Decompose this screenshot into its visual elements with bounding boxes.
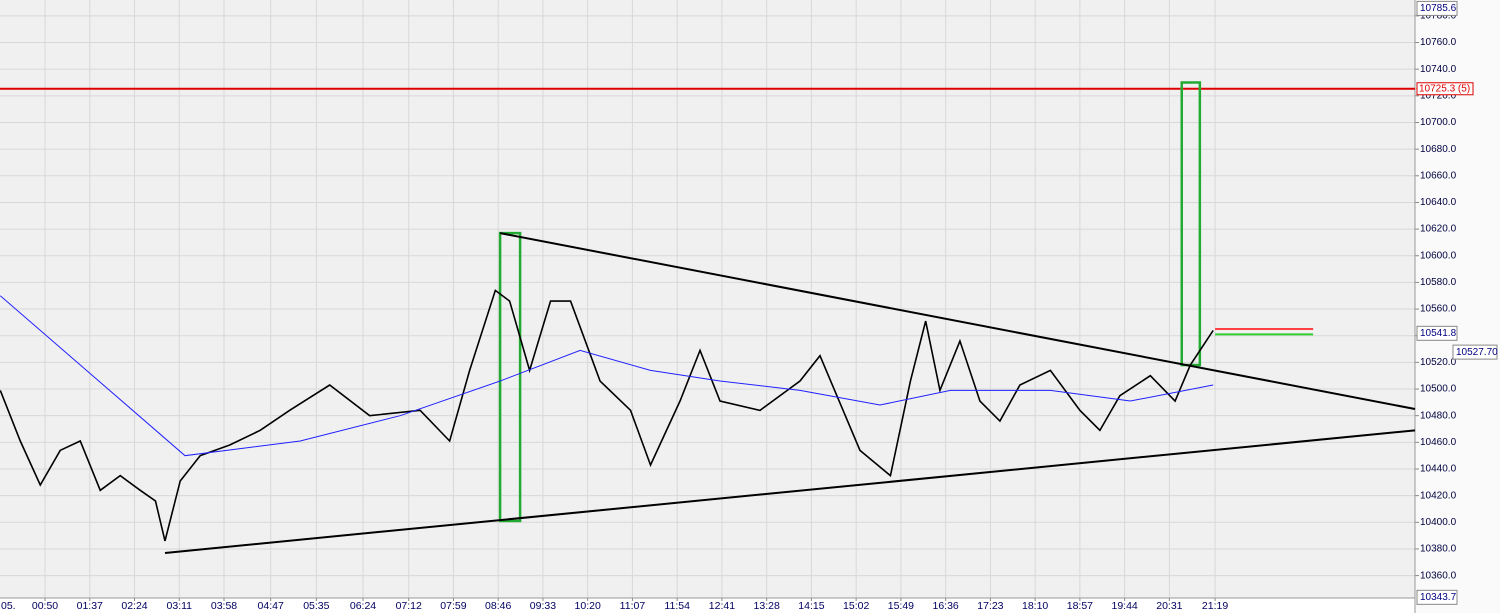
y-tick-label: 10660.0: [1420, 170, 1457, 181]
y-tick-label: 10700.0: [1420, 117, 1457, 128]
y-tick-label: 10400.0: [1420, 517, 1457, 528]
x-tick-label: 04:47: [258, 600, 284, 612]
x-tick-label: 09:33: [530, 600, 556, 612]
x-tick-label: 00:50: [32, 600, 58, 612]
x-tick-label: 05:35: [303, 600, 329, 612]
trendline: [499, 232, 1416, 411]
x-tick-label: 06:24: [350, 600, 376, 612]
y-tick-label: 10380.0: [1420, 544, 1457, 555]
y-tick-label: 10460.0: [1420, 437, 1457, 448]
x-tick-label: 11:54: [664, 600, 690, 612]
y-tick-label: 10580.0: [1420, 277, 1457, 288]
y-tick-label: 10440.0: [1420, 464, 1457, 475]
x-tick-label: 18:57: [1067, 600, 1093, 612]
level-box: [1416, 82, 1474, 96]
x-tick-label: 18:10: [1022, 600, 1048, 612]
y-tick-label: 10680.0: [1420, 144, 1457, 155]
y-tick-label: 10520.0: [1420, 357, 1457, 368]
trendline: [164, 429, 1416, 554]
y-tick-label: 10640.0: [1420, 197, 1457, 208]
x-tick-label: 20:31: [1156, 600, 1182, 612]
x-tick-label: 16:36: [933, 600, 959, 612]
x-tick-label: 19:44: [1111, 600, 1137, 612]
x-tick-label: 07:12: [396, 600, 422, 612]
y-tick-label: 10740.0: [1420, 64, 1457, 75]
y-tick-label: 10620.0: [1420, 224, 1457, 235]
y-tick-label: 10420.0: [1420, 490, 1457, 501]
y-tick-label: 10720.0: [1420, 90, 1457, 101]
price-marker-box: [1416, 589, 1458, 605]
price-marker-label: 10527.70: [1456, 347, 1498, 358]
price-marker-box: [1452, 344, 1498, 360]
price-marker-label: 10785.6: [1420, 3, 1457, 14]
x-tick-label: 13:28: [754, 600, 780, 612]
x-tick-label: 03:11: [167, 600, 193, 612]
y-tick-label: 10480.0: [1420, 410, 1457, 421]
y-tick-label: 10360.0: [1420, 570, 1457, 581]
date-label: 05.: [1, 600, 16, 612]
x-tick-label: 11:07: [620, 600, 646, 612]
price-marker-box: [1416, 0, 1458, 16]
x-tick-label: 21:19: [1202, 600, 1228, 612]
x-tick-label: 02:24: [121, 600, 147, 612]
x-tick-label: 07:59: [440, 600, 466, 612]
x-tick-label: 08:46: [485, 600, 511, 612]
x-tick-label: 01:37: [77, 600, 103, 612]
x-tick-label: 15:02: [843, 600, 869, 612]
x-tick-label: 12:41: [709, 600, 735, 612]
x-tick-label: 14:15: [798, 600, 824, 612]
y-tick-label: 10500.0: [1420, 384, 1457, 395]
y-tick-label: 10600.0: [1420, 250, 1457, 261]
level-label: 10725.3 (5): [1419, 83, 1470, 94]
y-tick-label: 10560.0: [1420, 304, 1457, 315]
price-line: [0, 289, 1214, 542]
x-tick-label: 17:23: [977, 600, 1003, 612]
x-tick-label: 03:58: [211, 600, 237, 612]
price-marker-label: 10541.8: [1420, 328, 1457, 339]
price-axis-area: [1415, 0, 1500, 613]
range-box: [498, 231, 522, 523]
price-marker-label: 10343.7: [1420, 592, 1457, 603]
x-tick-label: 10:20: [575, 600, 601, 612]
y-tick-label: 10780.0: [1420, 11, 1457, 22]
price-line: [0, 295, 1214, 457]
y-tick-label: 10760.0: [1420, 37, 1457, 48]
x-tick-label: 15:49: [888, 600, 914, 612]
price-marker-box: [1416, 325, 1458, 341]
plot-area: [0, 0, 1415, 598]
